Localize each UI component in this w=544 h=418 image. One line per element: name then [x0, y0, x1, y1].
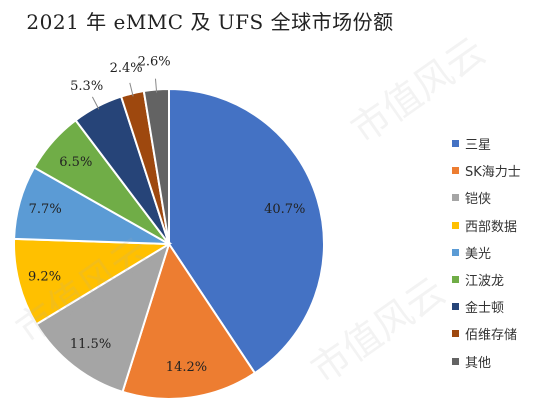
data-label-9: 2.6%: [138, 55, 171, 70]
legend-swatch: [452, 303, 459, 311]
pie-slice-2: [121, 241, 257, 400]
data-label-2: 14.2%: [166, 360, 207, 375]
legend-label: 其他: [465, 355, 492, 371]
legend-item: 金士顿: [452, 293, 544, 320]
legend-label: 美光: [465, 246, 492, 262]
legend-label: 佰维存储: [465, 328, 518, 344]
data-label-8: 2.4%: [110, 61, 143, 76]
legend-swatch: [452, 330, 459, 338]
data-label-3: 11.5%: [70, 337, 111, 352]
legend-item: 铠侠: [452, 184, 544, 211]
legend-item: 美光: [452, 239, 544, 266]
leader-line-9: [154, 78, 158, 93]
data-label-5: 7.7%: [29, 202, 62, 217]
data-label-6: 6.5%: [59, 155, 92, 170]
legend-label: 三星: [465, 138, 492, 154]
legend-label: 铠侠: [465, 192, 492, 208]
legend-item: 江波龙: [452, 266, 544, 293]
chart-legend: 三星 SK海力士铠侠西部数据美光江波龙金士顿佰维存储其他: [452, 130, 544, 375]
legend-item: 西部数据: [452, 212, 544, 239]
chart-title: 2021 年 eMMC 及 UFS 全球市场份额: [26, 10, 394, 34]
legend-label: 江波龙: [465, 274, 505, 290]
legend-item: 三星: [452, 130, 544, 157]
pie-slice-3: [35, 241, 171, 394]
leader-line-7: [91, 96, 100, 110]
legend-item: 其他: [452, 348, 544, 375]
leader-line-8: [129, 82, 134, 97]
data-label-1: 40.7%: [264, 202, 305, 217]
legend-label: SK海力士: [465, 165, 521, 181]
legend-swatch: [452, 140, 459, 148]
legend-swatch: [452, 248, 459, 256]
legend-label: 金士顿: [465, 301, 505, 317]
data-label-7: 5.3%: [70, 79, 103, 94]
data-label-4: 9.2%: [28, 270, 61, 285]
pie-slice-4: [13, 237, 173, 326]
legend-item: SK海力士: [452, 157, 544, 184]
legend-swatch: [452, 276, 459, 284]
legend-label: 西部数据: [465, 219, 518, 235]
legend-swatch: [452, 357, 459, 365]
legend-swatch: [452, 221, 459, 229]
legend-item: 佰维存储: [452, 320, 544, 347]
legend-swatch: [452, 194, 459, 202]
legend-swatch: [452, 167, 459, 175]
